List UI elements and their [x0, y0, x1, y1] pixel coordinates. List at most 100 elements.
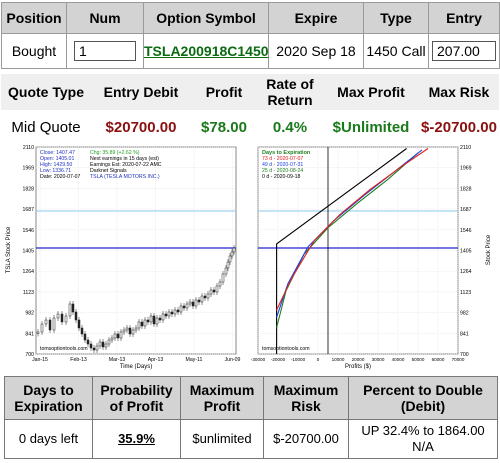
candle-body — [179, 305, 183, 313]
max-risk-value: $-20700.00 — [421, 118, 497, 136]
candle-body — [149, 315, 153, 323]
quote-row: Mid Quote $20700.00 $78.00 0.4% $Unlimit… — [1, 110, 499, 144]
candle-body — [71, 303, 75, 313]
type-value: 1450 Call — [363, 33, 429, 69]
open-label: Open: 1405.01 — [40, 156, 74, 162]
num-input[interactable] — [74, 41, 136, 61]
candle-body — [107, 339, 111, 345]
quote-table: Quote Type Entry Debit Profit Rate of Re… — [1, 74, 499, 144]
candle-body — [143, 319, 147, 327]
candle-body — [113, 333, 117, 339]
percent-to-double-na: N/A — [412, 439, 434, 454]
profit-chart: 2110 1969 1828 1687 1546 1405 1264 1123 982 841 70… — [251, 145, 492, 370]
candle-body — [228, 255, 232, 263]
stock-candles — [36, 245, 236, 353]
stock-y-tick-label: 1828 — [22, 186, 34, 192]
entry-debit-value: $20700.00 — [105, 118, 177, 136]
profit-value: $78.00 — [201, 118, 247, 136]
probability-of-profit-link[interactable]: 35.9% — [118, 431, 155, 446]
profit-x-tick-label: 60000 — [432, 357, 445, 362]
candle-body — [152, 315, 156, 325]
profit-x-tick-label: -10000 — [291, 357, 306, 362]
quote-header-row: Quote Type Entry Debit Profit Rate of Re… — [1, 74, 499, 110]
candle-body — [40, 323, 44, 333]
stock-y-tick-labels: 2110 1969 1828 1687 1546 1405 1264 1123 982 841 70… — [22, 145, 34, 358]
quote-type-value: Mid Quote — [11, 118, 81, 136]
candle-body — [116, 333, 120, 339]
candle-body — [161, 313, 165, 321]
profit-x-tick-label: 10000 — [332, 357, 345, 362]
candle-body — [64, 315, 68, 323]
legend-73d: 73 d - 2020-07-07 — [262, 156, 303, 162]
stock-price-chart: 2110 1969 1828 1687 1546 1405 1264 1123 982 841 70… — [6, 145, 241, 370]
stock-y-tick-label: 841 — [25, 331, 34, 337]
option-symbol-link[interactable]: TSLA200918C1450 — [144, 43, 269, 59]
candle-body — [218, 281, 222, 287]
maximum-risk-value: $-20700.00 — [263, 419, 349, 459]
profit-header: Profit — [205, 84, 243, 100]
days-to-expiration-header: Days to Expiration — [4, 376, 93, 420]
candle-body — [226, 261, 230, 269]
profit-y-tick-label: 1969 — [460, 166, 472, 172]
percent-to-double-value: UP 32.4% to 1864.00 — [361, 423, 485, 438]
stock-x-tick-label: Apr-13 — [148, 357, 164, 363]
stock-x-tick-label: Mar-13 — [109, 357, 126, 363]
profit-x-tick-label: 40000 — [392, 357, 405, 362]
profit-y-tick-label: 700 — [460, 352, 469, 358]
entry-cell — [428, 33, 500, 69]
candle-body — [212, 289, 216, 293]
profit-y-tick-label: 841 — [460, 331, 469, 337]
position-header-row: Position Num Option Symbol Expire Type E… — [1, 2, 500, 34]
candle-body — [101, 341, 105, 348]
option-symbol-header: Option Symbol — [143, 2, 269, 34]
candle-body — [119, 331, 123, 339]
legend-title: Days to Expiration — [262, 150, 311, 156]
profit-y-tick-labels: 2110 1969 1828 1687 1546 1405 1264 1123 982 841 70… — [460, 145, 472, 358]
percent-to-double-header: Percent to Double (Debit) — [348, 376, 498, 420]
profit-y-tick-label: 1264 — [460, 269, 472, 275]
summary-row: 0 days left 35.9% $unlimited $-20700.00 … — [4, 419, 498, 459]
stock-watermark: tomsoptiontools.com — [40, 346, 88, 352]
candle-body — [60, 313, 64, 323]
stock-y-tick-label: 1123 — [23, 290, 34, 296]
candle-body — [173, 309, 177, 315]
candle-body — [36, 331, 40, 334]
profit-x-tick-label: -20000 — [271, 357, 286, 362]
candle-body — [125, 327, 129, 331]
profit-y-tick-label: 982 — [460, 311, 469, 317]
profit-curves — [276, 148, 429, 354]
candle-body — [194, 299, 198, 307]
stock-x-tick-label: Jan-15 — [32, 357, 48, 363]
profit-y-tick-label: 1546 — [460, 228, 472, 234]
candle-body — [98, 341, 102, 347]
candle-body — [215, 285, 219, 293]
stock-y-tick-label: 982 — [25, 311, 34, 317]
chg-label: Chg: 35.89 (+2.62 %) — [90, 150, 140, 156]
candle-body — [224, 267, 228, 275]
candle-body — [77, 319, 81, 329]
stock-y-tick-label: 700 — [25, 352, 34, 358]
profit-curve — [276, 148, 429, 311]
profit-x-tick-label: 0 — [317, 357, 320, 362]
candle-body — [95, 345, 99, 351]
candle-body — [164, 313, 168, 317]
entry-debit-header: Entry Debit — [103, 84, 179, 100]
candle-body — [137, 321, 141, 329]
position-header: Position — [1, 2, 67, 34]
profit-x-axis-label: Profits ($) — [345, 364, 371, 370]
probability-cell: 35.9% — [92, 419, 181, 459]
profit-x-tick-labels: -30000 -20000 -10000 0 10000 20000 30000 40000 5… — [251, 357, 465, 362]
profit-y-tick-label: 1123 — [460, 290, 471, 296]
quote-type-header: Quote Type — [8, 84, 84, 100]
max-profit-header: Max Profit — [337, 84, 405, 100]
expire-header: Expire — [268, 2, 364, 34]
legend-0d: 0 d - 2020-09-18 — [262, 174, 300, 180]
candle-body — [134, 327, 138, 331]
candle-body — [83, 333, 87, 341]
maximum-profit-header: Maximum Profit — [180, 376, 264, 420]
entry-input[interactable] — [432, 41, 496, 61]
candle-body — [176, 309, 180, 313]
profit-y-axis-label: Stock Price — [486, 234, 492, 265]
rate-of-return-header: Rate of Return — [266, 76, 314, 108]
max-risk-header: Max Risk — [428, 84, 490, 100]
